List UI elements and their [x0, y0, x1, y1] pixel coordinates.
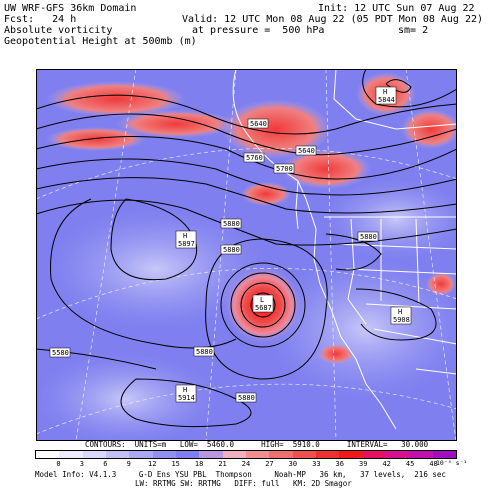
colorbar-tick-label: 27 — [265, 460, 274, 468]
colorbar-tick-label: 39 — [359, 460, 368, 468]
colorbar-segment — [152, 451, 176, 458]
high-marker: H 5914 — [175, 384, 197, 403]
high-marker: H 5844 — [375, 86, 397, 105]
vort-max-band — [318, 344, 354, 364]
colorbar-tick-label: 15 — [171, 460, 180, 468]
model-title: UW WRF-GFS 36km Domain — [4, 3, 137, 14]
high-marker: H 5908 — [390, 306, 412, 325]
map-panel: 5640 5640 5700 5760 5880 5880 5880 5880 … — [36, 69, 457, 441]
colorbar-tick-label: 3 — [79, 460, 84, 468]
colorbar-tick-label: 33 — [312, 460, 321, 468]
high-marker-letter: H — [383, 88, 387, 96]
model-info-line1: Model Info: V4.1.3 G-D Ens YSU PBL Thomp… — [35, 470, 446, 479]
vort-max-band — [46, 127, 146, 151]
high-marker: H 5897 — [175, 230, 197, 249]
high-marker-letter: H — [398, 308, 402, 316]
vort-light-area — [36, 354, 216, 441]
vort-max-band — [221, 99, 331, 159]
colorbar-segment — [245, 451, 270, 458]
colorbar — [35, 450, 457, 459]
colorbar-tick-label: 42 — [382, 460, 391, 468]
colorbar-tick-label: 45 — [405, 460, 415, 468]
vort-max-band — [401, 109, 457, 149]
colorbar-segment — [82, 451, 106, 458]
colorbar-tick-label: 12 — [148, 460, 157, 468]
colorbar-tick-label: 21 — [218, 460, 227, 468]
pressure-level: at pressure = 500 hPa — [192, 25, 325, 36]
contours-info: CONTOURS: UNITS=m LOW= 5460.0 HIGH= 5910… — [85, 440, 429, 449]
contour-label: 5880 — [223, 246, 240, 254]
colorbar-tick-label: 18 — [194, 460, 204, 468]
colorbar-tick-label: 9 — [126, 460, 131, 468]
high-marker-value: 5908 — [393, 316, 410, 324]
colorbar-segment — [385, 451, 410, 458]
colorbar-segment — [36, 451, 60, 458]
colorbar-segment — [339, 451, 363, 458]
vort-max-band — [426, 272, 456, 296]
contour-label: 5580 — [52, 349, 69, 357]
contour-label: 5700 — [276, 165, 293, 173]
map-frame — [36, 69, 457, 441]
high-marker-letter: H — [183, 386, 187, 394]
colorbar-segment — [129, 451, 153, 458]
colorbar-segment — [409, 451, 433, 458]
contour-label: 5760 — [246, 154, 263, 162]
colorbar-units: 10⁻⁵ s⁻¹ — [436, 459, 468, 467]
valid-time: Valid: 12 UTC Mon 08 Aug 22 (05 PDT Mon … — [182, 14, 484, 25]
init-time: Init: 12 UTC Sun 07 Aug 22 — [318, 3, 475, 14]
lat-lon-grid — [36, 69, 457, 441]
colorbar-ticks: 0 3 6 9 12 15 18 21 24 27 30 33 36 39 42 45 48 — [35, 460, 457, 470]
colorbar-segment — [105, 451, 130, 458]
low-marker-value: 5687 — [255, 304, 272, 312]
vorticity-map: 5640 5640 5700 5760 5880 5880 5880 5880 … — [36, 69, 457, 441]
low-marker-letter: L — [260, 296, 264, 304]
colorbar-tick-label: 36 — [335, 460, 344, 468]
vort-light-area — [46, 209, 266, 329]
model-info-line2: LW: RRTMG SW: RRTMG DIFF: full KM: 2D Sm… — [135, 479, 352, 488]
colorbar-tick-label: 6 — [103, 460, 108, 468]
contour-label: 5880 — [360, 233, 377, 241]
colorbar-segment — [175, 451, 200, 458]
colorbar-segment — [315, 451, 340, 458]
height-contours — [36, 69, 457, 246]
vort-light-area — [266, 259, 457, 399]
contour-label: 5880 — [196, 348, 213, 356]
high-marker-letter: H — [183, 232, 187, 240]
contour-label: 5640 — [250, 120, 267, 128]
forecast-hour: Fcst: 24 h — [4, 14, 77, 25]
colorbar-segment — [59, 451, 83, 458]
vort-max-band — [46, 81, 186, 117]
smoothing-label: sm= 2 — [398, 25, 429, 36]
vort-max-band — [116, 110, 236, 138]
high-marker-value: 5844 — [378, 96, 395, 104]
contour-label: 5880 — [238, 394, 255, 402]
colorbar-segment — [269, 451, 293, 458]
contour-label: 5640 — [298, 147, 315, 155]
colorbar-tick-label: 0 — [56, 460, 61, 468]
colorbar-segment — [222, 451, 246, 458]
colorbar-segment — [292, 451, 316, 458]
high-marker-value: 5897 — [178, 240, 195, 248]
colorbar-segment — [362, 451, 386, 458]
colorbar-segment — [199, 451, 223, 458]
high-marker-value: 5914 — [178, 394, 195, 402]
colorbar-segment — [432, 451, 456, 458]
colorbar-tick-label: 24 — [241, 460, 251, 468]
vort-max-band — [241, 182, 291, 206]
contour-label: 5880 — [223, 220, 240, 228]
colorbar-tick-label: 48 — [429, 460, 438, 468]
colorbar-tick-label: 30 — [288, 460, 298, 468]
low-marker: L 5687 — [252, 294, 274, 313]
field-height: Geopotential Height at 500mb (m) — [4, 36, 197, 47]
field-vorticity: Absolute vorticity — [4, 25, 113, 36]
cutoff-low-contours — [205, 238, 328, 380]
